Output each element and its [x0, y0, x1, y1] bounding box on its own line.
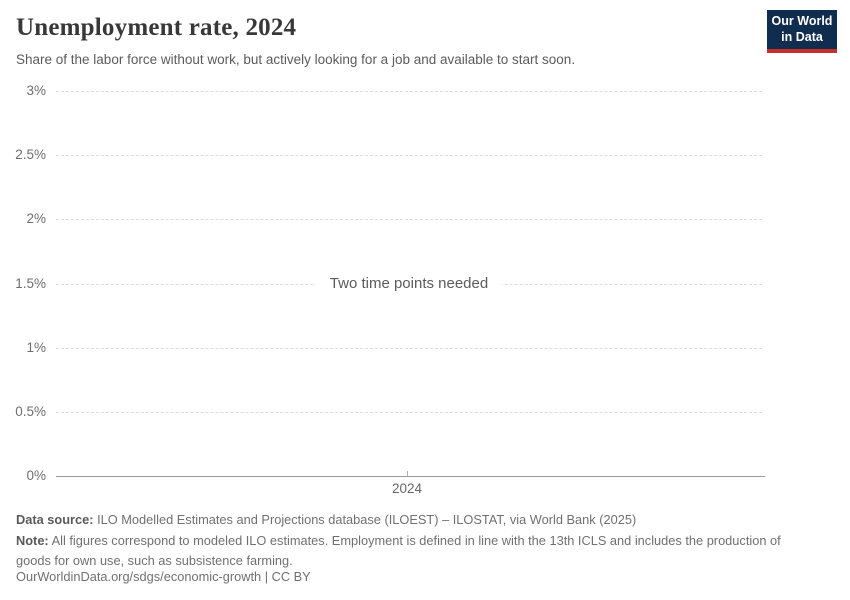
owid-logo-line1: Our World: [771, 14, 833, 28]
y-axis-tick-label: 3%: [26, 83, 46, 98]
chart-subtitle: Share of the labor force without work, b…: [16, 52, 576, 67]
citation-line: OurWorldinData.org/sdgs/economic-growth …: [16, 569, 311, 584]
owid-logo[interactable]: Our World in Data: [767, 10, 837, 53]
gridline: [56, 411, 762, 413]
y-axis-tick-label: 1.5%: [15, 275, 46, 291]
y-axis-tick-label: 2%: [26, 211, 46, 227]
x-axis-tick: [407, 471, 408, 476]
chart-title: Unemployment rate, 2024: [16, 14, 297, 41]
x-axis-line: [56, 476, 765, 477]
note-label: Note:: [16, 533, 49, 548]
y-axis-tick-label: 0.5%: [15, 403, 46, 419]
gridline: [56, 219, 762, 221]
note-line: Note: All figures correspond to modeled …: [16, 531, 792, 571]
y-axis-tick-label: 1%: [26, 339, 46, 355]
gridline: [56, 347, 762, 349]
y-axis-tick-label: 0%: [26, 468, 46, 483]
data-source-line: Data source: ILO Modelled Estimates and …: [16, 510, 636, 530]
gridline: [56, 91, 762, 92]
note-text: All figures correspond to modeled ILO es…: [16, 533, 781, 568]
owid-logo-line2: in Data: [781, 30, 823, 44]
data-source-text: ILO Modelled Estimates and Projections d…: [97, 512, 637, 527]
no-data-message: Two time points needed: [315, 275, 503, 292]
gridline: [56, 155, 762, 157]
y-axis-tick-label: 2.5%: [15, 147, 46, 163]
data-source-label: Data source:: [16, 512, 94, 527]
x-axis-tick-label: 2024: [391, 481, 423, 496]
